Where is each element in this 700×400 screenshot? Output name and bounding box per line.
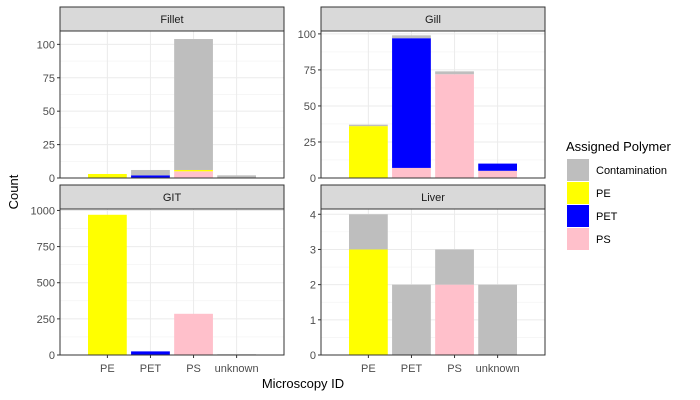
bar-segment-pet-ps: [392, 167, 431, 178]
x-tick-label-pet: PET: [140, 363, 162, 375]
facet-strip-label: Fillet: [160, 14, 183, 26]
bar-segment-ps-ps: [174, 313, 213, 355]
x-tick-label-ps: PS: [447, 363, 462, 375]
panel-border: [59, 30, 285, 179]
bar-segment-ps-contamination: [435, 71, 474, 75]
bar-segment-ps-contamination: [435, 249, 474, 285]
y-tick-label: 750: [37, 242, 55, 254]
bar-segment-pet-pet: [131, 351, 170, 355]
facet-strip: [59, 184, 285, 210]
facet-strip-label: GIT: [163, 192, 182, 204]
y-tick-label: 50: [43, 106, 55, 118]
legend-label-pe: PE: [596, 188, 611, 200]
bar-segment-pet-contamination: [392, 284, 431, 355]
bar-segment-unknown-ps: [478, 170, 517, 178]
y-tick-label: 100: [37, 39, 55, 51]
bar-segment-pe-pe: [349, 249, 388, 355]
x-axis-title: Microscopy ID: [262, 376, 344, 391]
bar-segment-pe-contamination: [349, 214, 388, 250]
y-tick-label: 0: [49, 350, 55, 362]
bar-segment-pet-pet: [392, 38, 431, 168]
y-tick-label: 250: [37, 314, 55, 326]
y-tick-label: 0: [310, 173, 316, 185]
y-tick-label: 100: [298, 29, 316, 41]
y-tick-label: 3: [310, 244, 316, 256]
panels-layer: Fillet 0 25 50 75 100 Gill 0 25 50 75 100 GIT 0 250 500…: [31, 6, 546, 375]
y-tick-label: 75: [43, 73, 55, 85]
y-tick-label: 0: [49, 173, 55, 185]
x-tick-label-ps: PS: [186, 363, 201, 375]
facet-strip: [320, 6, 546, 32]
panel-liver: Liver 0 1 2 3 4 PE PET PS unknown: [310, 184, 546, 375]
facet-strip-label: Gill: [425, 14, 441, 26]
panel-border: [320, 30, 546, 179]
legend-key-ps: [567, 228, 589, 250]
panel-border: [59, 208, 285, 356]
legend-label-contamination: Contamination: [596, 165, 667, 177]
bar-segment-unknown-contamination: [478, 284, 517, 355]
legend-entries: Contamination PE PET PS: [567, 159, 667, 250]
bar-segment-ps-pe: [174, 169, 213, 172]
panel-fillet: Fillet 0 25 50 75 100: [37, 6, 285, 185]
y-axis-title: Count: [6, 174, 21, 209]
bar-segment-pet-pet: [131, 175, 170, 178]
y-tick-label: 25: [43, 140, 55, 152]
bar-segment-ps-ps: [435, 74, 474, 178]
facet-strip: [320, 184, 546, 210]
bar-segment-pe-contamination: [349, 124, 388, 127]
x-tick-label-unknown: unknown: [476, 363, 520, 375]
bar-segment-pet-contamination: [131, 169, 170, 176]
legend-key-pet: [567, 205, 589, 227]
facet-strip: [59, 6, 285, 32]
bar-segment-pe-pe: [88, 214, 127, 355]
facet-strip-label: Liver: [421, 192, 445, 204]
bar-segment-ps-ps: [435, 284, 474, 355]
y-tick-label: 75: [304, 65, 316, 77]
legend-label-pet: PET: [596, 211, 618, 223]
x-tick-label-pet: PET: [401, 363, 423, 375]
panel-git: GIT 0 250 500 750 1000 PE PET PS unknown: [31, 184, 285, 375]
y-tick-label: 1: [310, 315, 316, 327]
bar-segment-unknown-pet: [478, 163, 517, 171]
y-tick-label: 0: [310, 350, 316, 362]
legend-title: Assigned Polymer: [566, 139, 671, 154]
panel-background: [60, 31, 284, 178]
x-tick-label-unknown: unknown: [215, 363, 259, 375]
bar-segment-pet-contamination: [392, 35, 431, 39]
legend-key-contamination: [567, 159, 589, 181]
bar-segment-ps-contamination: [174, 39, 213, 170]
bar-segment-unknown-contamination: [217, 175, 256, 178]
panel-gill: Gill 0 25 50 75 100: [298, 6, 546, 185]
bar-segment-pe-pe: [88, 173, 127, 178]
legend-label-ps: PS: [596, 234, 611, 246]
y-tick-label: 25: [304, 137, 316, 149]
legend-key-pe: [567, 182, 589, 204]
legend: Assigned Polymer Contamination PE PET PS: [566, 139, 671, 250]
panel-border: [320, 208, 546, 356]
y-tick-label: 1000: [31, 205, 55, 217]
y-tick-label: 2: [310, 280, 316, 292]
y-tick-label: 50: [304, 101, 316, 113]
y-tick-label: 500: [37, 278, 55, 290]
bar-segment-pe-pe: [349, 126, 388, 178]
y-tick-label: 4: [310, 209, 316, 221]
x-tick-label-pe: PE: [361, 363, 376, 375]
x-tick-label-pe: PE: [100, 363, 115, 375]
bar-segment-ps-ps: [174, 171, 213, 178]
